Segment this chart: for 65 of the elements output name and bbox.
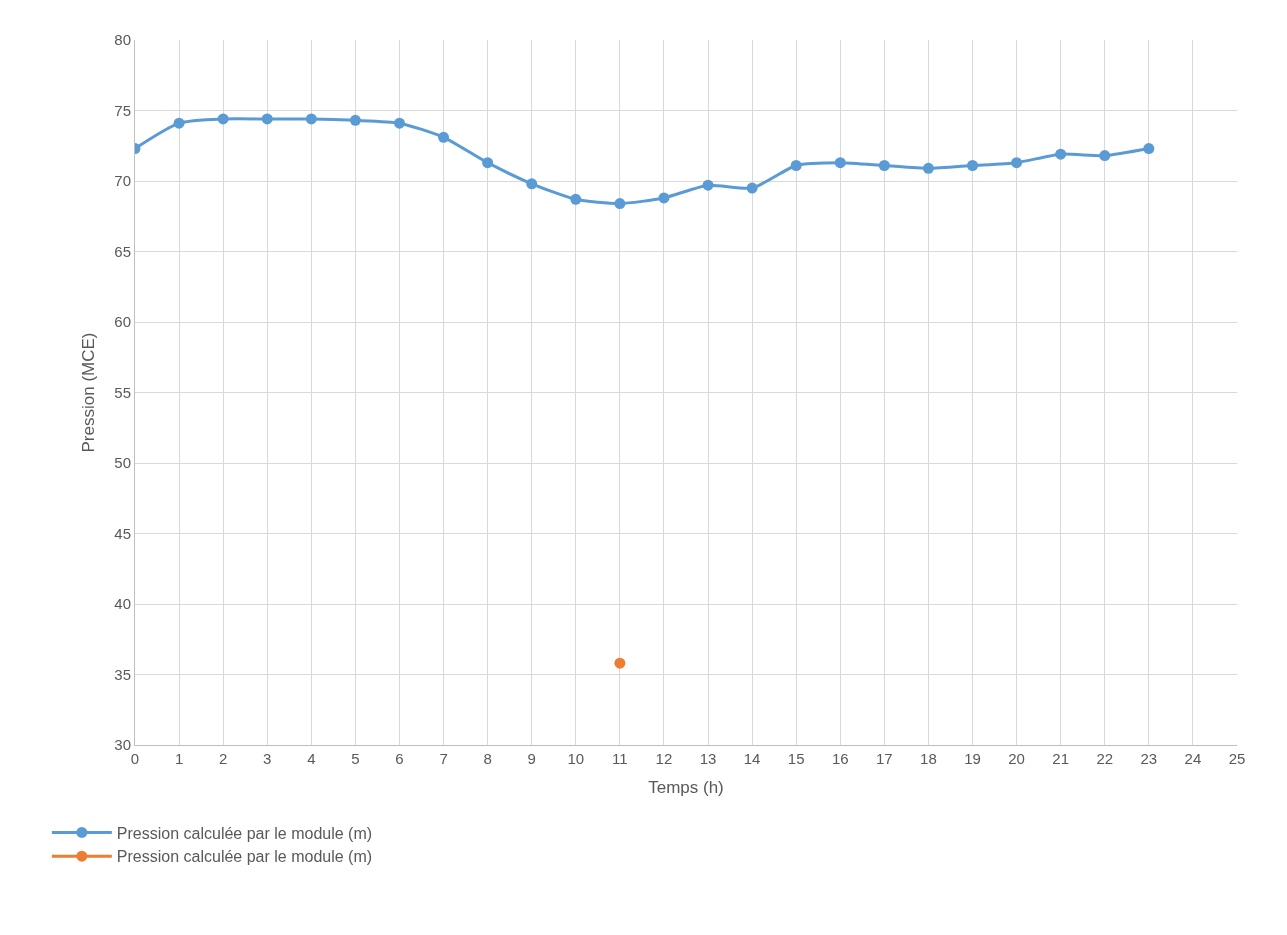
x-tick-label: 15 — [787, 750, 805, 767]
x-tick-label: 4 — [307, 750, 316, 767]
point — [614, 657, 626, 669]
x-axis-title: Temps (h) — [648, 778, 724, 798]
y-tick-label: 80 — [114, 31, 131, 49]
point — [790, 159, 802, 171]
x-tick-label: 8 — [483, 750, 492, 767]
x-tick-label: 20 — [1008, 750, 1025, 767]
point — [1055, 148, 1067, 160]
y-tick-label: 30 — [114, 736, 131, 754]
point — [438, 131, 450, 143]
x-tick-label: 10 — [567, 750, 585, 767]
point — [570, 193, 582, 205]
x-tick-label: 7 — [439, 750, 448, 767]
x-tick-label: 23 — [1140, 750, 1158, 767]
y-tick-label: 60 — [114, 313, 131, 331]
y-tick-label: 35 — [114, 665, 131, 683]
point — [173, 117, 185, 129]
y-axis-title: Pression (MCE) — [78, 332, 98, 453]
y-tick-label: 65 — [114, 242, 131, 260]
x-tick-label: 5 — [351, 750, 360, 767]
x-tick-label: 17 — [876, 750, 893, 767]
x-tick-label: 14 — [743, 750, 761, 767]
point — [482, 157, 494, 169]
point — [305, 113, 317, 125]
x-tick-label: 1 — [174, 750, 184, 767]
y-tick-label: 75 — [114, 101, 131, 119]
y-tick-label: 40 — [114, 595, 131, 613]
x-tick-label: 12 — [655, 750, 673, 767]
point — [922, 162, 934, 174]
point — [967, 159, 979, 171]
y-tick-label: 55 — [114, 383, 131, 401]
point — [702, 179, 714, 191]
x-tick-label: 11 — [612, 750, 628, 767]
point — [834, 157, 846, 169]
point — [1099, 150, 1111, 162]
point — [746, 182, 758, 194]
point — [878, 159, 890, 171]
point — [217, 113, 229, 125]
x-tick-label: 0 — [130, 750, 140, 767]
point — [393, 117, 405, 129]
point — [526, 178, 538, 190]
point — [261, 113, 273, 125]
x-tick-label: 3 — [263, 750, 272, 767]
x-tick-label: 6 — [395, 750, 404, 767]
x-tick-label: 16 — [831, 750, 849, 767]
y-tick-label: 70 — [114, 172, 131, 190]
point — [1143, 143, 1155, 155]
point — [614, 198, 626, 210]
y-tick-label: 45 — [114, 524, 131, 542]
x-tick-label: 9 — [527, 750, 536, 767]
x-tick-label: 25 — [1228, 750, 1246, 767]
point — [658, 192, 670, 204]
legend-label: Pression calculée par le module (m) — [116, 848, 373, 866]
point — [349, 114, 361, 126]
x-tick-label: 13 — [699, 750, 717, 767]
x-tick-label: 22 — [1096, 750, 1114, 767]
x-tick-label: 2 — [218, 750, 228, 767]
y-tick-label: 50 — [114, 454, 131, 472]
x-tick-label: 19 — [964, 750, 981, 767]
x-tick-label: 18 — [920, 750, 937, 767]
x-tick-label: 24 — [1184, 750, 1202, 767]
point — [1011, 157, 1023, 169]
legend-label: Pression calculée par le module (m) — [116, 824, 373, 842]
x-tick-label: 21 — [1052, 750, 1070, 767]
